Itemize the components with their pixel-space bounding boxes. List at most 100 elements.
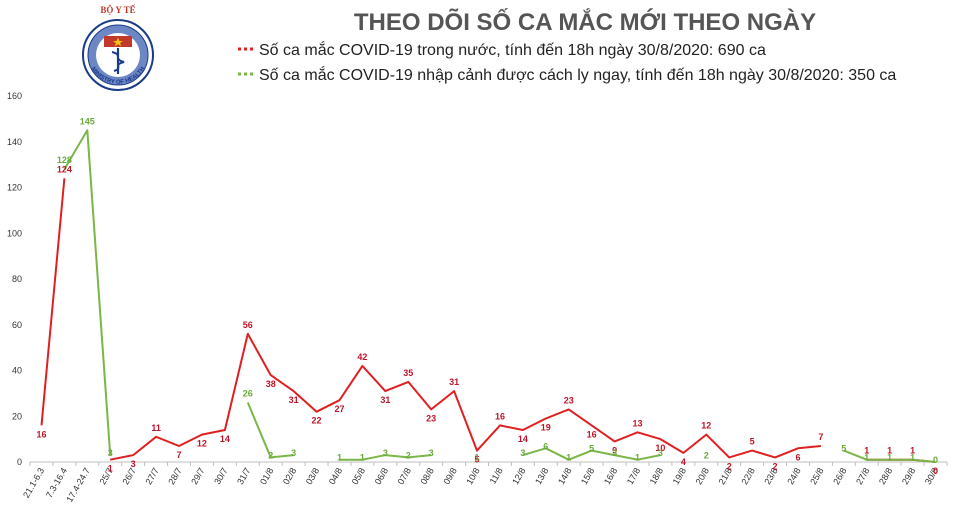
data-label-series-1: 1	[337, 453, 342, 463]
ministry-logo: BỘ Y TẾ MINISTRY OF HEALTH	[82, 5, 154, 91]
y-tick-label: 140	[7, 137, 22, 147]
logo-snake-icon	[111, 51, 125, 72]
x-tick-label: 20/8	[694, 466, 711, 486]
data-label-series-0: 6	[795, 452, 800, 462]
data-label-series-1: 1	[864, 453, 869, 463]
logo-star-icon	[113, 37, 123, 47]
data-label-series-1: 26	[243, 389, 253, 399]
x-tick-label: 09/8	[441, 466, 458, 486]
data-label-series-1: 5	[589, 444, 594, 454]
legend-item-domestic: Số ca mắc COVID-19 trong nước, tính đến …	[238, 40, 766, 59]
y-tick-label: 60	[12, 320, 22, 330]
x-tick-label: 30/7	[212, 466, 229, 486]
x-tick-label: 27/7	[143, 466, 160, 486]
x-tick-label: 15/8	[579, 466, 596, 486]
data-label-series-0: 12	[701, 421, 711, 431]
data-label-series-0: 19	[541, 423, 551, 433]
x-tick-label: 21.1-6.3	[21, 466, 46, 500]
data-label-series-0: 2	[727, 461, 732, 471]
x-tick-label: 17/8	[625, 466, 642, 486]
data-label-series-1: 3	[520, 448, 525, 458]
data-label-series-0: 3	[131, 459, 136, 469]
legend-item-imported: Số ca mắc COVID-19 nhập cảnh được cách l…	[238, 65, 896, 84]
data-label-series-0: 31	[289, 395, 299, 405]
data-label-series-1: 2	[406, 450, 411, 460]
data-label-series-1: 2	[704, 450, 709, 460]
data-label-series-1: 1	[566, 453, 571, 463]
data-label-series-0: 56	[243, 320, 253, 330]
data-label-series-0: 2	[773, 461, 778, 471]
data-label-series-1: 5	[841, 444, 846, 454]
data-label-series-0: 14	[518, 434, 528, 444]
data-label-series-1: 3	[429, 448, 434, 458]
y-tick-label: 20	[12, 411, 22, 421]
series-line-0	[40, 178, 66, 426]
series-lines	[40, 129, 936, 463]
data-label-series-0: 35	[403, 368, 413, 378]
data-label-series-0: 5	[475, 455, 480, 465]
data-label-series-0: 1	[887, 446, 892, 456]
data-label-series-0: 1	[108, 464, 113, 474]
x-tick-label: 16/8	[602, 466, 619, 486]
x-tick-label: 18/8	[648, 466, 665, 486]
series-line-1	[63, 129, 112, 456]
data-label-series-0: 124	[57, 164, 72, 174]
data-label-series-0: 16	[495, 411, 505, 421]
data-label-series-1: 1	[475, 453, 480, 463]
series-line-0	[110, 332, 821, 461]
data-label-series-1: 3	[291, 448, 296, 458]
data-label-series-0: 4	[681, 457, 686, 467]
y-tick-label: 100	[7, 228, 22, 238]
data-label-series-0: 14	[220, 434, 230, 444]
series-line-1	[522, 447, 661, 461]
chart-title: THEO DÕI SỐ CA MẮC MỚI THEO NGÀY	[354, 8, 816, 36]
x-tick-label: 26/8	[831, 466, 848, 486]
data-label-series-0: 1	[864, 446, 869, 456]
data-label-series-0: 27	[334, 404, 344, 414]
data-label-series-0: 22	[312, 416, 322, 426]
data-label-series-0: 23	[426, 413, 436, 423]
x-tick-label: 06/8	[373, 466, 390, 486]
y-tick-label: 120	[7, 183, 22, 193]
logo-top-text: BỘ Y TẾ	[100, 5, 135, 15]
x-tick-label: 27/8	[854, 466, 871, 486]
data-label-series-0: 12	[197, 439, 207, 449]
y-tick-label: 160	[7, 91, 22, 101]
x-tick-label: 14/8	[556, 466, 573, 486]
data-label-series-0: 31	[449, 377, 459, 387]
x-tick-label: 01/8	[258, 466, 275, 486]
data-label-series-0: 16	[587, 429, 597, 439]
data-label-series-1: 128	[57, 155, 72, 165]
data-label-series-0: 7	[818, 432, 823, 442]
x-tick-label: 7.3-16.4	[44, 466, 69, 500]
x-tick-label: 24/8	[785, 466, 802, 486]
x-tick-label: 29/8	[900, 466, 917, 486]
data-label-series-1: 1	[910, 453, 915, 463]
x-tick-label: 12/8	[510, 466, 527, 486]
data-label-series-0: 38	[266, 379, 276, 389]
data-label-series-0: 31	[380, 395, 390, 405]
data-label-series-1: 1	[887, 453, 892, 463]
data-label-series-0: 42	[357, 352, 367, 362]
y-tick-label: 0	[17, 457, 22, 467]
legend-label-imported: Số ca mắc COVID-19 nhập cảnh được cách l…	[259, 65, 896, 84]
x-tick-label: 19/8	[671, 466, 688, 486]
data-label-series-1: 3	[108, 448, 113, 458]
x-tick-label: 25/8	[808, 466, 825, 486]
data-label-series-0: 11	[151, 423, 161, 433]
data-label-series-1: 0	[933, 455, 938, 465]
data-label-series-0: 23	[564, 395, 574, 405]
data-label-series-1: 3	[658, 448, 663, 458]
data-label-series-0: 9	[612, 445, 617, 455]
data-label-series-1: 3	[612, 448, 617, 458]
data-label-series-1: 3	[383, 448, 388, 458]
series-line-1	[843, 449, 936, 463]
x-tick-label: 10/8	[464, 466, 481, 486]
data-label-series-0: 0	[933, 466, 938, 476]
y-tick-label: 40	[12, 366, 22, 376]
series-line-1	[339, 454, 432, 461]
x-tick-label: 08/8	[418, 466, 435, 486]
x-tick-label: 03/8	[304, 466, 321, 486]
